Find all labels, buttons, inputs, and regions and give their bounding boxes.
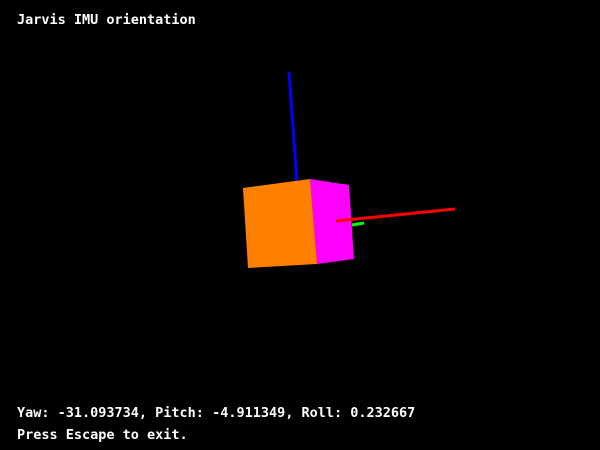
exit-hint: Press Escape to exit. bbox=[17, 427, 188, 443]
cube-front-face bbox=[243, 179, 317, 268]
orientation-readout: Yaw: -31.093734, Pitch: -4.911349, Roll:… bbox=[17, 405, 416, 421]
y-axis-line bbox=[351, 221, 365, 227]
z-axis-line bbox=[287, 71, 299, 183]
x-axis-line bbox=[335, 207, 456, 223]
window-title: Jarvis IMU orientation bbox=[17, 12, 196, 28]
cube-side-face bbox=[310, 179, 354, 264]
